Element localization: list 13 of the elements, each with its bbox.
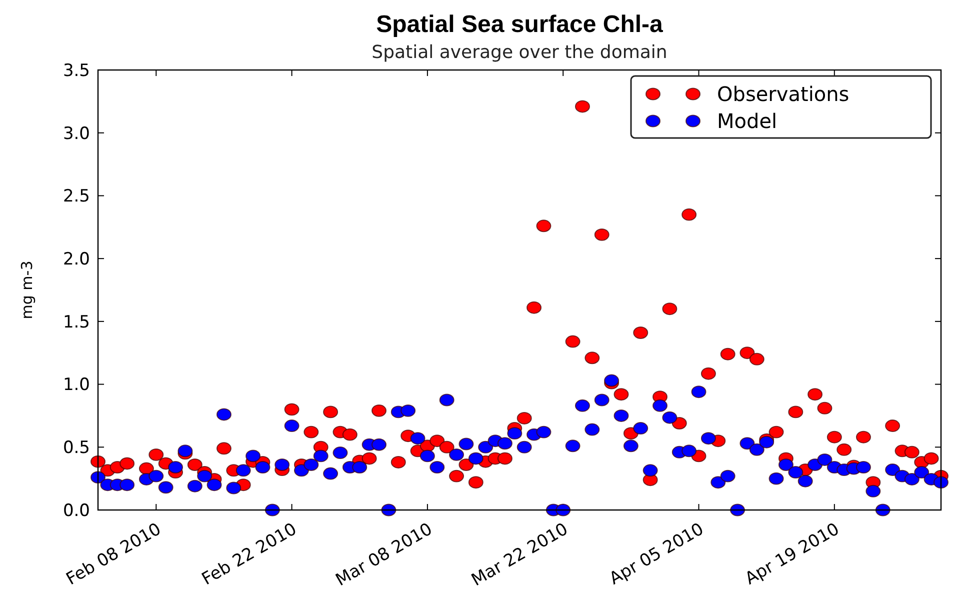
y-tick-label: 2.5 bbox=[62, 186, 90, 207]
y-tick-label: 3.0 bbox=[62, 124, 90, 144]
y-tick-label: 0.5 bbox=[62, 438, 90, 458]
chart-subtitle: Spatial average over the domain bbox=[372, 42, 668, 63]
chart-title: Spatial Sea surface Chl-a bbox=[376, 11, 664, 38]
y-tick-label: 0.0 bbox=[62, 500, 90, 521]
y-tick-label: 3.5 bbox=[62, 60, 90, 81]
y-tick-label: 2.0 bbox=[62, 250, 90, 270]
legend-label: Observations bbox=[717, 82, 850, 106]
legend-label: Model bbox=[717, 109, 778, 133]
y-axis-title: mg m-3 bbox=[18, 260, 36, 320]
y-tick-label: 1.5 bbox=[62, 312, 90, 332]
y-tick-label: 1.0 bbox=[62, 375, 90, 396]
